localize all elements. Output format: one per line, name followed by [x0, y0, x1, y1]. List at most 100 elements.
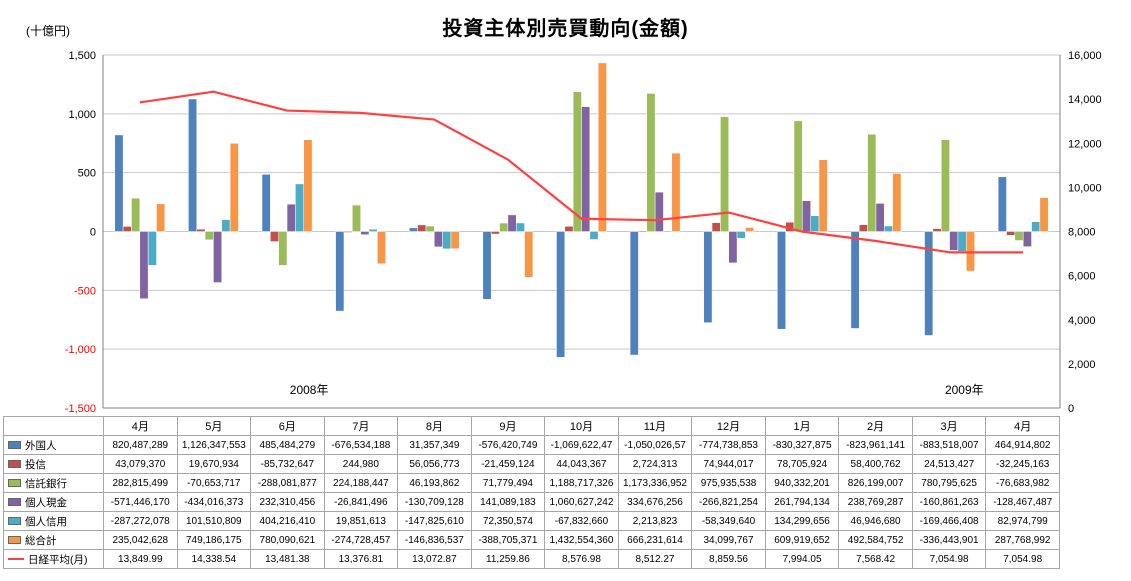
- bar-個人現金-2月: [875, 203, 885, 232]
- bar-信託銀行-7月: [352, 204, 361, 232]
- bar-series-投信: [122, 221, 1016, 242]
- bar-外国人-12月: [703, 231, 713, 323]
- value-cell: -67,832,660: [544, 511, 619, 531]
- right-axis-tick: 4,000: [1068, 315, 1096, 327]
- series-label-cell: 外国人: [3, 435, 104, 455]
- year-label: 2009年: [945, 383, 984, 397]
- bar-個人信用-8月: [442, 231, 452, 250]
- value-cell: 749,186,175: [176, 530, 252, 550]
- bar-総合計-5月: [229, 143, 239, 232]
- value-cell: -274,728,457: [323, 530, 399, 550]
- value-cell: 74,944,017: [691, 454, 766, 474]
- bar-信託銀行-4月: [131, 197, 141, 232]
- month-header: 2月: [838, 416, 913, 436]
- value-cell: -287,272,078: [103, 511, 178, 531]
- chart-data-table: 4月 5月 6月 7月 8月 9月 10月 11月 12月 1月 2月 3月 4月 外国人 820,487,…: [3, 416, 1060, 569]
- left-axis-tick: -1,000: [65, 344, 96, 356]
- bar-総合計-1月: [818, 159, 828, 232]
- value-cell: -266,821,254: [691, 492, 766, 512]
- value-cell: -160,861,263: [911, 492, 987, 512]
- bar-個人信用-3月: [957, 231, 967, 252]
- month-header-row: 4月 5月 6月 7月 8月 9月 10月 11月 12月 1月 2月 3月 4月: [3, 416, 1060, 436]
- value-cell: 43,079,370: [103, 454, 178, 474]
- value-cell: 19,670,934: [176, 454, 252, 474]
- value-cell: 235,042,628: [103, 530, 178, 550]
- nikkei-average-line: [139, 90, 1024, 254]
- value-cell: 1,188,717,326: [544, 473, 619, 493]
- month-header: 11月: [617, 416, 693, 436]
- legend-line-icon: [8, 558, 24, 560]
- bar-個人現金-4月: [1022, 231, 1032, 247]
- bar-投信-4月: [122, 226, 132, 232]
- right-axis-tick: 14,000: [1068, 94, 1102, 106]
- table-row-外国人: 外国人 820,487,289 1,126,347,553 485,484,279 -6…: [3, 435, 1060, 455]
- bar-投信-10月: [564, 226, 574, 232]
- bar-個人信用-4月: [1031, 221, 1041, 232]
- value-cell: 2,213,823: [617, 511, 693, 531]
- bar-投信-8月: [417, 224, 427, 232]
- bar-外国人-10月: [556, 231, 566, 358]
- bar-個人現金-5月: [213, 231, 223, 283]
- series-name: 投信: [25, 458, 46, 471]
- value-cell: 34,099,767: [691, 530, 766, 550]
- month-header: 4月: [103, 416, 178, 436]
- value-cell: -388,705,371: [470, 530, 546, 550]
- value-cell: 31,357,349: [397, 435, 472, 455]
- series-name: 外国人: [25, 439, 57, 452]
- bar-外国人-1月: [777, 231, 786, 330]
- value-cell: 56,056,773: [397, 454, 472, 474]
- value-cell: -288,081,877: [250, 473, 325, 493]
- value-cell: 13,376.81: [323, 549, 399, 569]
- bar-信託銀行-10月: [572, 91, 582, 232]
- bar-個人現金-9月: [507, 214, 517, 232]
- value-cell: 1,060,627,242: [544, 492, 619, 512]
- value-cell: 13,072.87: [397, 549, 472, 569]
- value-cell: 7,054.98: [911, 549, 987, 569]
- bar-個人信用-1月: [810, 215, 820, 232]
- month-header: 1月: [764, 416, 840, 436]
- left-axis-unit-label: (十億円): [26, 24, 70, 38]
- value-cell: 44,043,367: [544, 454, 619, 474]
- table-row-投信: 投信 43,079,370 19,670,934 -85,732,647 244,980…: [3, 454, 1060, 474]
- bar-個人現金-4月: [139, 231, 149, 299]
- value-cell: -823,961,141: [838, 435, 913, 455]
- value-cell: -1,069,622,47: [544, 435, 619, 455]
- bar-信託銀行-5月: [204, 231, 214, 241]
- bar-総合計-10月: [597, 62, 607, 232]
- value-cell: 2,724,313: [617, 454, 693, 474]
- legend-bar-icon: [8, 536, 21, 544]
- bar-信託銀行-6月: [278, 231, 288, 266]
- bar-個人信用-4月: [147, 231, 157, 266]
- chart-title: 投資主体別売買動向(金額): [442, 18, 689, 40]
- value-cell: 46,946,680: [838, 511, 913, 531]
- left-axis-tick: 0: [90, 227, 96, 239]
- series-label-cell: 信託銀行: [3, 473, 104, 493]
- value-cell: 71,779,494: [470, 473, 546, 493]
- series-name: 総合計: [25, 534, 57, 547]
- bar-外国人-9月: [482, 231, 492, 300]
- value-cell: 485,484,279: [250, 435, 325, 455]
- legend-bar-icon: [8, 517, 21, 525]
- value-cell: 780,090,621: [250, 530, 325, 550]
- value-cell: -85,732,647: [250, 454, 325, 474]
- bar-個人現金-7月: [360, 231, 370, 235]
- value-cell: 780,795,625: [911, 473, 987, 493]
- value-cell: 134,299,656: [764, 511, 840, 531]
- month-header: 7月: [323, 416, 399, 436]
- value-cell: 826,199,007: [838, 473, 913, 493]
- legend-bar-icon: [8, 498, 21, 506]
- series-name: 個人信用: [25, 515, 67, 528]
- series-label-cell: 個人信用: [3, 511, 104, 531]
- value-cell: -571,446,170: [103, 492, 178, 512]
- bar-信託銀行-3月: [940, 139, 950, 232]
- value-cell: -169,466,408: [911, 511, 987, 531]
- value-cell: 24,513,427: [911, 454, 987, 474]
- value-cell: -774,738,853: [691, 435, 766, 455]
- value-cell: 666,231,614: [617, 530, 693, 550]
- combo-chart-plot: -1,500 -1,000 -500 0 500 1,000 1,500 0 2,000 4,00…: [65, 50, 1102, 415]
- value-cell: -21,459,124: [470, 454, 546, 474]
- bar-総合計-11月: [671, 152, 681, 232]
- value-cell: 72,350,574: [470, 511, 546, 531]
- value-cell: -676,534,188: [323, 435, 399, 455]
- bar-個人現金-6月: [286, 203, 296, 232]
